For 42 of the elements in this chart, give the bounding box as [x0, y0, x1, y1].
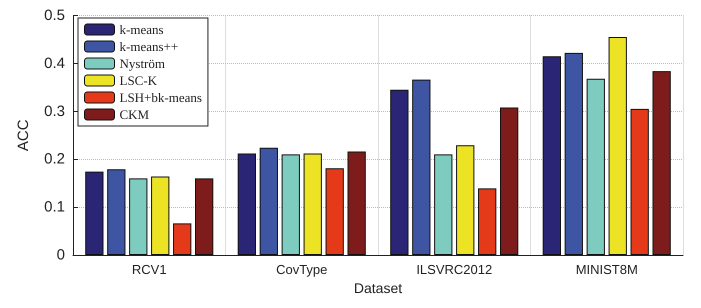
bar	[107, 169, 126, 255]
bar	[129, 178, 148, 255]
bar	[478, 188, 496, 255]
y-tick-label: 0.3	[44, 102, 65, 120]
bar	[173, 223, 192, 255]
bar	[282, 154, 300, 255]
bar	[412, 80, 430, 255]
y-axis-title: ACC	[15, 119, 32, 152]
legend-label: CKM	[120, 107, 150, 122]
bar	[608, 37, 627, 255]
y-tick-label: 0.4	[44, 54, 65, 72]
x-tick-label: RCV1	[132, 262, 167, 277]
y-tick-label: 0	[56, 246, 65, 264]
bar	[434, 154, 452, 255]
bar	[456, 145, 474, 255]
x-tick-label: MINIST8M	[576, 262, 638, 277]
bar	[390, 90, 408, 255]
bar	[304, 153, 322, 255]
x-tick-label: ILSVRC2012	[416, 262, 492, 277]
legend-label: LSH+bk-means	[120, 90, 202, 105]
bar	[542, 56, 561, 255]
legend-label: k-means	[120, 22, 164, 37]
y-tick-label: 0.1	[44, 198, 65, 216]
x-axis-title: Dataset	[354, 280, 402, 296]
x-tick-label: CovType	[276, 262, 328, 277]
bar	[586, 78, 605, 255]
bar	[238, 153, 256, 255]
bar	[195, 178, 214, 255]
bar	[151, 176, 170, 255]
legend-label: k-means++	[120, 39, 178, 54]
bar	[326, 168, 344, 255]
bar	[500, 107, 518, 255]
bar	[85, 172, 104, 255]
bar	[260, 148, 278, 255]
bar	[630, 108, 649, 255]
bar	[652, 71, 671, 255]
y-tick-label: 0.2	[44, 150, 65, 168]
legend-label: LSC-K	[120, 73, 158, 88]
bar	[564, 52, 583, 255]
legend-label: Nyström	[120, 56, 165, 71]
bar	[348, 152, 366, 255]
y-tick-label: 0.5	[44, 7, 65, 24]
